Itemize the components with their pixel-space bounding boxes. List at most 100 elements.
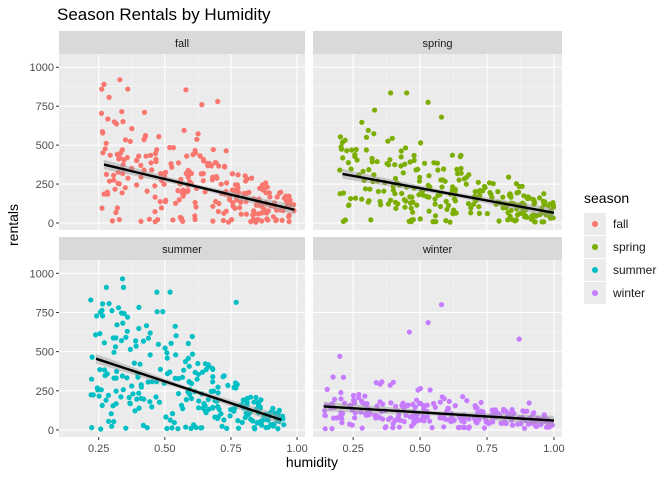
data-point [108,411,114,417]
data-point [106,94,112,100]
data-point [348,196,354,202]
data-point [102,146,108,152]
data-point [382,425,388,431]
data-point [396,424,402,430]
data-point [476,204,482,210]
data-point [122,137,129,143]
data-point [406,329,412,335]
x-tick-label: 0.25 [342,443,363,455]
facet-strip-label-summer: summer [162,244,202,256]
data-point [337,413,343,420]
data-point [388,400,394,406]
data-point [215,208,221,215]
data-point [359,425,365,431]
data-point [156,399,162,405]
trend-line [342,172,555,215]
data-point [158,171,164,177]
data-point [192,199,198,206]
data-point [216,406,222,412]
y-tick-label: 1000 [30,268,54,280]
data-point [163,414,169,420]
data-point [505,217,511,223]
data-point [157,366,163,372]
data-point [241,190,247,197]
data-point [235,425,242,431]
chart-title: Season Rentals by Humidity [57,5,271,24]
data-point [103,397,109,403]
data-point [229,171,236,177]
data-point [147,399,153,405]
data-point [371,131,377,137]
data-point [395,201,401,207]
data-point [148,160,154,166]
data-point [164,425,170,432]
data-point [93,332,99,338]
data-point [243,178,249,184]
data-point [169,425,175,431]
data-point [364,401,370,407]
data-point [175,391,182,397]
facet-strip-label-spring: spring [423,38,453,50]
data-point [422,160,428,166]
data-point [105,116,111,122]
data-point [461,416,468,422]
data-point [359,119,365,125]
data-point [175,426,181,432]
data-point [239,419,245,425]
data-point [136,153,142,159]
data-point [276,407,282,413]
data-point [460,394,466,400]
data-point [231,384,237,391]
data-point [215,98,221,105]
data-point [117,155,123,161]
legend: season fall spring summer winter [584,190,656,304]
data-point [444,408,450,414]
data-point [124,375,130,381]
data-point [184,153,190,159]
data-point [452,403,458,409]
data-point [203,410,209,416]
data-point [500,194,506,200]
data-point [411,420,417,426]
data-point [424,414,430,420]
data-point [350,392,356,399]
data-point [233,299,239,305]
data-point [400,170,406,176]
data-point [205,160,211,166]
data-point [390,425,396,431]
data-point [533,213,539,219]
data-point [251,399,257,405]
data-point [130,391,136,397]
data-point [210,218,216,224]
data-point [521,425,528,431]
data-point [195,360,201,367]
data-point [109,308,115,314]
data-point [235,418,241,424]
data-point [225,382,231,388]
data-point [173,352,179,358]
data-point [509,407,515,413]
data-point [407,159,413,165]
data-point [417,417,423,423]
data-point [380,401,386,407]
data-point [138,395,144,401]
data-point [134,396,140,402]
data-point [98,110,105,116]
data-point [425,320,431,326]
data-point [401,419,407,425]
data-point [515,421,521,427]
data-point [192,147,198,154]
data-point [232,205,238,211]
data-point [248,416,254,422]
data-point [113,388,119,394]
data-point [521,193,527,199]
data-point [103,140,109,146]
data-point [102,372,108,379]
data-point [131,360,137,366]
data-point [281,422,287,428]
data-point [411,157,417,163]
data-point [88,297,94,303]
data-point [432,201,438,207]
data-point [196,405,202,411]
